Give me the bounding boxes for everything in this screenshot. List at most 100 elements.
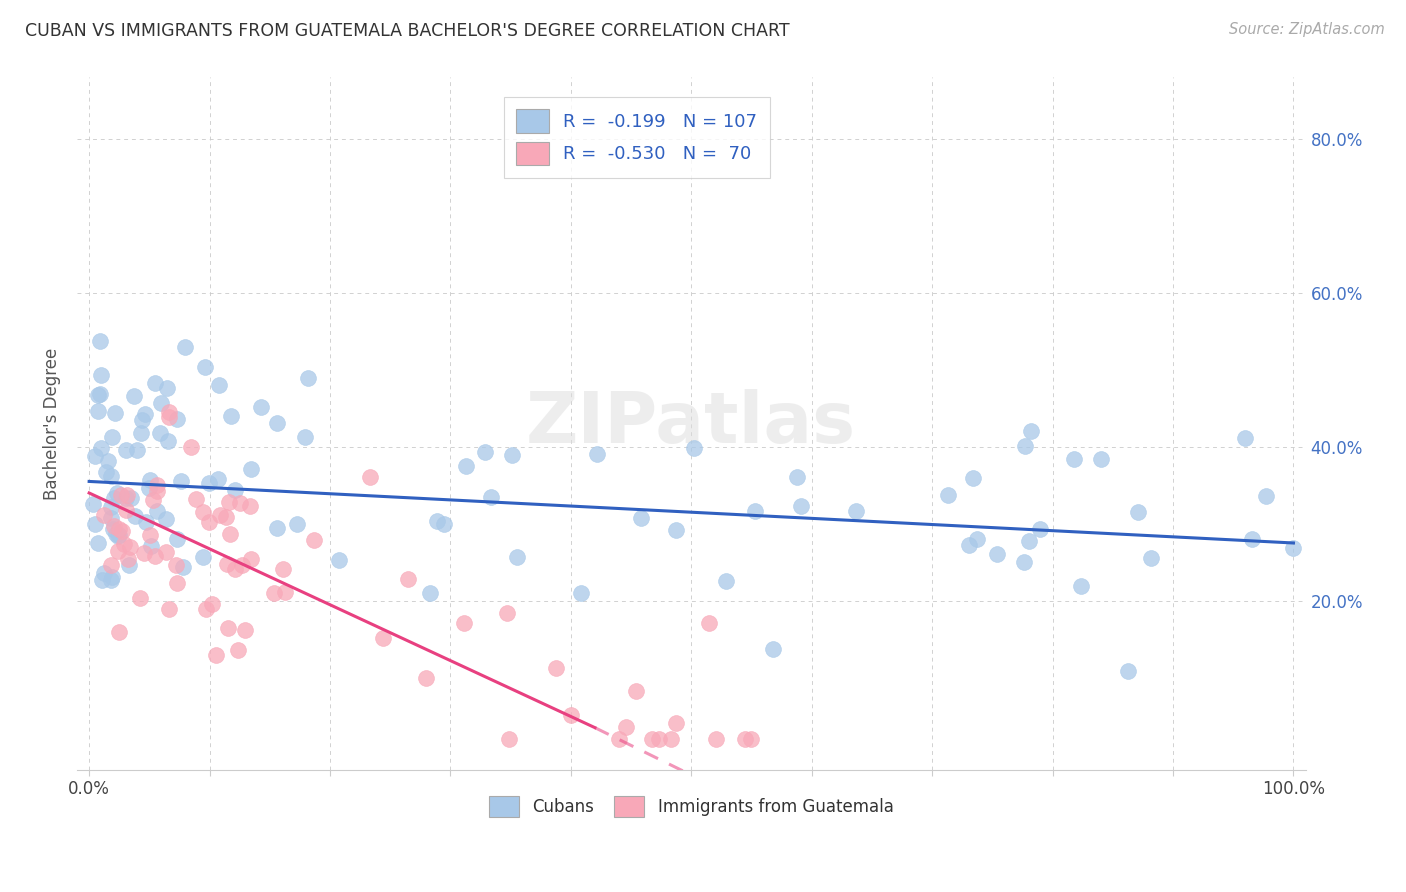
Point (156, 434, 179, 449)
Point (217, 558, 239, 572)
Point (229, 496, 252, 510)
Point (1014, 439, 1036, 453)
Point (146, 504, 169, 518)
Point (271, 562, 294, 576)
Point (239, 462, 262, 476)
Point (208, 378, 231, 392)
Point (218, 495, 240, 509)
Point (150, 395, 173, 409)
Point (184, 491, 207, 506)
Point (762, 641, 785, 656)
Point (120, 491, 142, 505)
Point (100, 468, 122, 483)
Point (146, 484, 169, 499)
Point (233, 623, 256, 637)
Point (129, 425, 152, 440)
Point (263, 586, 285, 600)
Point (790, 499, 813, 513)
Point (415, 671, 437, 685)
Point (224, 562, 246, 576)
Point (1256, 489, 1278, 503)
Point (166, 532, 188, 546)
Point (108, 522, 131, 536)
Text: Source: ZipAtlas.com: Source: ZipAtlas.com (1229, 22, 1385, 37)
Point (648, 732, 671, 747)
Point (103, 491, 125, 506)
Point (110, 488, 132, 502)
Point (274, 584, 297, 599)
Point (683, 441, 706, 455)
Point (607, 732, 630, 747)
Point (217, 621, 239, 635)
Point (936, 488, 959, 502)
Point (156, 381, 179, 395)
Point (103, 522, 125, 536)
Point (1070, 579, 1092, 593)
Point (84, 516, 107, 531)
Point (118, 558, 141, 572)
Point (174, 341, 197, 355)
Text: CUBAN VS IMMIGRANTS FROM GUATEMALA BACHELOR'S DEGREE CORRELATION CHART: CUBAN VS IMMIGRANTS FROM GUATEMALA BACHE… (25, 22, 790, 40)
Point (127, 442, 149, 457)
Point (138, 481, 160, 495)
Point (569, 586, 592, 600)
Point (139, 528, 162, 542)
Point (456, 458, 478, 473)
Point (966, 532, 988, 546)
Point (157, 405, 180, 419)
Point (426, 514, 449, 528)
Point (197, 515, 219, 529)
Y-axis label: Bachelor's Degree: Bachelor's Degree (44, 348, 60, 500)
Point (142, 493, 165, 508)
Point (359, 470, 381, 484)
Point (231, 558, 253, 572)
Point (104, 406, 127, 420)
Point (845, 504, 868, 518)
Text: ZIPatlas: ZIPatlas (526, 389, 856, 458)
Point (101, 430, 124, 444)
Point (165, 558, 187, 573)
Point (128, 591, 150, 605)
Point (132, 546, 155, 560)
Point (93, 508, 115, 523)
Point (396, 572, 419, 586)
Point (419, 586, 441, 600)
Point (665, 524, 688, 538)
Point (155, 545, 177, 559)
Point (90, 441, 112, 455)
Point (100, 510, 122, 524)
Point (714, 574, 737, 588)
Point (201, 597, 224, 611)
Point (479, 490, 502, 504)
Point (586, 447, 609, 461)
Point (97, 454, 120, 468)
Point (100, 558, 122, 573)
Point (208, 508, 231, 522)
Point (194, 602, 217, 616)
Point (172, 560, 194, 574)
Point (105, 485, 128, 500)
Point (103, 518, 125, 533)
Point (108, 624, 131, 639)
Point (115, 442, 138, 457)
Point (135, 515, 157, 529)
Point (240, 552, 263, 566)
Point (87, 388, 110, 402)
Point (546, 661, 568, 675)
Point (626, 683, 648, 698)
Point (131, 413, 153, 427)
Point (166, 576, 188, 591)
Point (204, 648, 226, 662)
Point (224, 483, 246, 497)
Point (169, 475, 191, 489)
Point (107, 528, 129, 542)
Point (501, 448, 523, 462)
Point (219, 527, 242, 541)
Point (744, 504, 766, 518)
Point (1063, 452, 1085, 467)
Point (124, 508, 146, 523)
Point (1241, 532, 1264, 546)
Point (155, 512, 177, 526)
Point (117, 551, 139, 566)
Point (957, 538, 980, 552)
